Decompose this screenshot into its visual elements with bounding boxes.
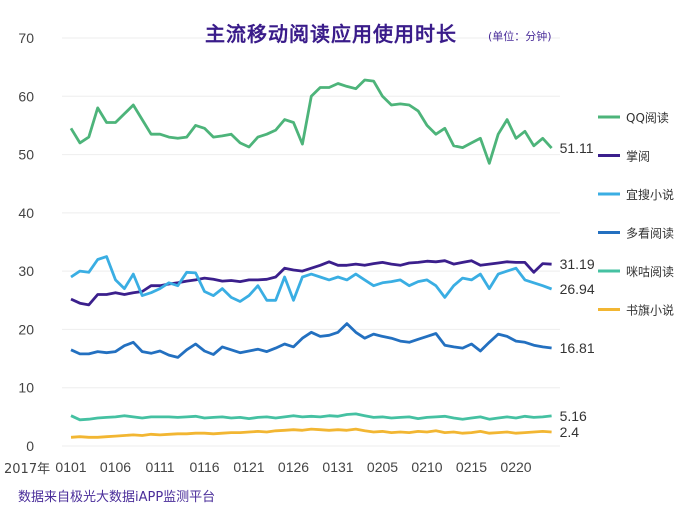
x-tick-label: 0101	[55, 459, 86, 475]
x-tick-label: 0126	[278, 459, 309, 475]
end-value-label: 26.94	[560, 281, 595, 297]
series-line-2	[70, 255, 553, 303]
y-tick-label: 60	[18, 88, 34, 104]
series-line-4	[70, 412, 552, 422]
y-tick-label: 10	[18, 380, 34, 396]
series-line-0	[69, 78, 553, 165]
legend-label: 多看阅读	[626, 227, 674, 241]
y-tick-label: 40	[18, 205, 34, 221]
end-value-label: 31.19	[560, 256, 595, 272]
x-tick-label: 0121	[233, 459, 264, 475]
chart-unit: (单位：分钟)	[488, 30, 552, 43]
chart-title: 主流移动阅读应用使用时长	[205, 22, 457, 46]
x-tick-label: 0131	[322, 459, 353, 475]
y-tick-label: 20	[18, 321, 34, 337]
data-source-note: 数据来自极光大数据iAPP监测平台	[18, 490, 216, 505]
x-tick-label: 0205	[367, 459, 398, 475]
x-tick-label: 0106	[100, 459, 131, 475]
x-axis-year-prefix: 2017年	[4, 462, 51, 477]
legend-label: QQ阅读	[626, 111, 669, 125]
legend-label: 咪咕阅读	[626, 264, 674, 279]
end-value-label: 5.16	[560, 408, 587, 424]
y-tick-label: 0	[26, 438, 34, 454]
legend-label: 掌阅	[626, 150, 650, 164]
x-tick-label: 0210	[411, 459, 442, 475]
end-value-label: 2.4	[560, 424, 580, 440]
x-tick-label: 0220	[500, 459, 531, 475]
series-line-5	[70, 427, 552, 439]
series-line-3	[70, 322, 552, 359]
y-tick-label: 30	[18, 263, 34, 279]
y-tick-label: 50	[18, 147, 34, 163]
legend-label: 书旗小说	[626, 303, 674, 318]
end-value-label: 16.81	[560, 340, 595, 356]
end-value-label: 51.11	[560, 140, 594, 156]
legend-label: 宜搜小说	[626, 187, 674, 202]
x-tick-label: 0215	[456, 459, 487, 475]
y-tick-label: 70	[18, 30, 34, 46]
x-tick-label: 0111	[145, 459, 174, 475]
x-tick-label: 0116	[189, 459, 219, 475]
series-line-1	[70, 259, 552, 307]
